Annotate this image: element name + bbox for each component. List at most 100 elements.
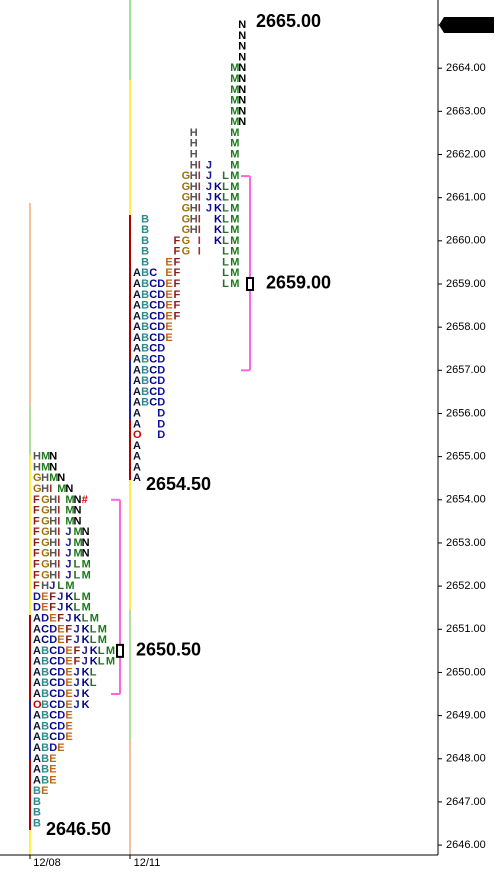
tpo-row: ABCDEFJ KLM bbox=[33, 645, 115, 657]
tpo-letter: B bbox=[141, 353, 149, 365]
tpo-row: FHJ LM bbox=[33, 580, 75, 592]
tpo-letter: F bbox=[33, 515, 40, 527]
tpo-letter: B bbox=[41, 656, 49, 668]
tpo-row: OBCDEJ K bbox=[33, 699, 90, 711]
tpo-letter: M bbox=[230, 224, 239, 236]
tpo-letter: D bbox=[157, 321, 165, 333]
tpo-letter: E bbox=[165, 310, 172, 322]
tpo-letter: C bbox=[149, 386, 157, 398]
tpo-row: ABE bbox=[33, 774, 57, 786]
y-tick-label: 2653.00 bbox=[446, 537, 486, 549]
tpo-letter: C bbox=[49, 731, 57, 743]
tpo-letter: I bbox=[57, 515, 60, 527]
tpo-letter: B bbox=[33, 807, 41, 819]
tpo-letter: H bbox=[49, 537, 57, 549]
tpo-letter bbox=[141, 429, 144, 441]
tpo-letter: N bbox=[238, 30, 246, 42]
tpo-letter: F bbox=[65, 623, 72, 635]
tpo-letter: B bbox=[33, 817, 41, 829]
tpo-letter: L bbox=[222, 213, 229, 225]
tpo-letter: K bbox=[214, 181, 222, 193]
tpo-letter: I bbox=[198, 181, 201, 193]
y-tick-label: 2661.00 bbox=[446, 192, 486, 204]
tpo-letter: B bbox=[141, 267, 149, 279]
tpo-letter: M bbox=[65, 515, 74, 527]
tpo-letter: B bbox=[141, 256, 149, 268]
tpo-letter: F bbox=[33, 537, 40, 549]
tpo-letter: N bbox=[238, 62, 246, 74]
tpo-letter: M bbox=[106, 645, 115, 657]
tpo-row: H M bbox=[133, 138, 239, 150]
tpo-letter: H bbox=[190, 224, 198, 236]
y-tick-label: 2648.00 bbox=[446, 753, 486, 765]
tpo-letter: G bbox=[41, 569, 50, 581]
tpo-letter: J bbox=[82, 645, 88, 657]
tpo-letter: N bbox=[82, 537, 90, 549]
y-tick-label: 2657.00 bbox=[446, 364, 486, 376]
tpo-row: FGHI J MN bbox=[33, 526, 90, 538]
tpo-letter: C bbox=[149, 310, 157, 322]
tpo-letter: H bbox=[190, 148, 198, 160]
y-tick-label: 2652.00 bbox=[446, 580, 486, 592]
tpo-row: B FG I KLM bbox=[133, 235, 239, 247]
tpo-letter: C bbox=[49, 720, 57, 732]
tpo-letter: I bbox=[57, 494, 60, 506]
tpo-row: B bbox=[33, 796, 41, 808]
tpo-letter: F bbox=[33, 526, 40, 538]
tpo-letter: A bbox=[133, 267, 141, 279]
tpo-letter: L bbox=[74, 558, 81, 570]
tpo-letter: E bbox=[165, 267, 172, 279]
tpo-row: ABDE bbox=[33, 742, 65, 754]
tpo-letter: M bbox=[230, 170, 239, 182]
tpo-letter: B bbox=[41, 666, 49, 678]
date-label: 12/08 bbox=[33, 857, 61, 869]
tpo-letter: E bbox=[65, 666, 72, 678]
session-bars bbox=[29, 0, 131, 855]
tpo-letter: G bbox=[41, 526, 50, 538]
tpo-letter: H bbox=[41, 580, 49, 592]
tpo-letter bbox=[149, 429, 152, 441]
tpo-letter: M bbox=[65, 580, 74, 592]
tpo-letter: M bbox=[49, 472, 58, 484]
tpo-letter: M bbox=[230, 159, 239, 171]
tpo-letter: J bbox=[206, 202, 212, 214]
tpo-letter: M bbox=[82, 558, 91, 570]
tpo-row: FGHI MN# bbox=[33, 494, 88, 506]
tpo-letter: D bbox=[49, 623, 57, 635]
tpo-letter: L bbox=[222, 256, 229, 268]
tpo-letter: N bbox=[238, 116, 246, 128]
tpo-letter: N bbox=[238, 51, 246, 63]
tpo-letter: N bbox=[238, 41, 246, 53]
tpo-letter: H bbox=[33, 461, 41, 473]
tpo-row: ABCDEF bbox=[133, 310, 181, 322]
tpo-row: ABCDE bbox=[33, 720, 73, 732]
tpo-letter: N bbox=[49, 461, 57, 473]
tpo-letter: E bbox=[165, 289, 172, 301]
tpo-letter: G bbox=[41, 515, 50, 527]
tpo-letter: A bbox=[133, 461, 141, 473]
tpo-row: GHI J KLM bbox=[133, 202, 239, 214]
tpo-letter: D bbox=[57, 666, 65, 678]
tpo-letter: C bbox=[49, 677, 57, 689]
tpo-letter: N bbox=[238, 19, 246, 31]
tpo-row: B GHI KLM bbox=[133, 224, 239, 236]
tpo-row: B bbox=[33, 817, 41, 829]
tpo-letter: D bbox=[49, 742, 57, 754]
tpo-letter: B bbox=[141, 224, 149, 236]
tpo-letter: A bbox=[33, 688, 41, 700]
tpo-letter: M bbox=[230, 105, 239, 117]
tpo-letter: C bbox=[149, 321, 157, 333]
y-tick-label: 2646.00 bbox=[446, 839, 486, 851]
tpo-letter: B bbox=[41, 699, 49, 711]
tpo-letter: E bbox=[65, 645, 72, 657]
tpo-row: ABCDEFJ KLM bbox=[33, 656, 115, 668]
tpo-letter: A bbox=[133, 418, 141, 430]
tpo-letter: M bbox=[230, 267, 239, 279]
tpo-row: MN bbox=[133, 116, 246, 128]
y-tick-label: 2656.00 bbox=[446, 407, 486, 419]
tpo-letter: C bbox=[49, 666, 57, 678]
tpo-row: HMN bbox=[33, 451, 57, 463]
tpo-letter: L bbox=[222, 192, 229, 204]
tpo-letter: H bbox=[49, 569, 57, 581]
tpo-row: ACDEFJ KLM bbox=[33, 634, 107, 646]
